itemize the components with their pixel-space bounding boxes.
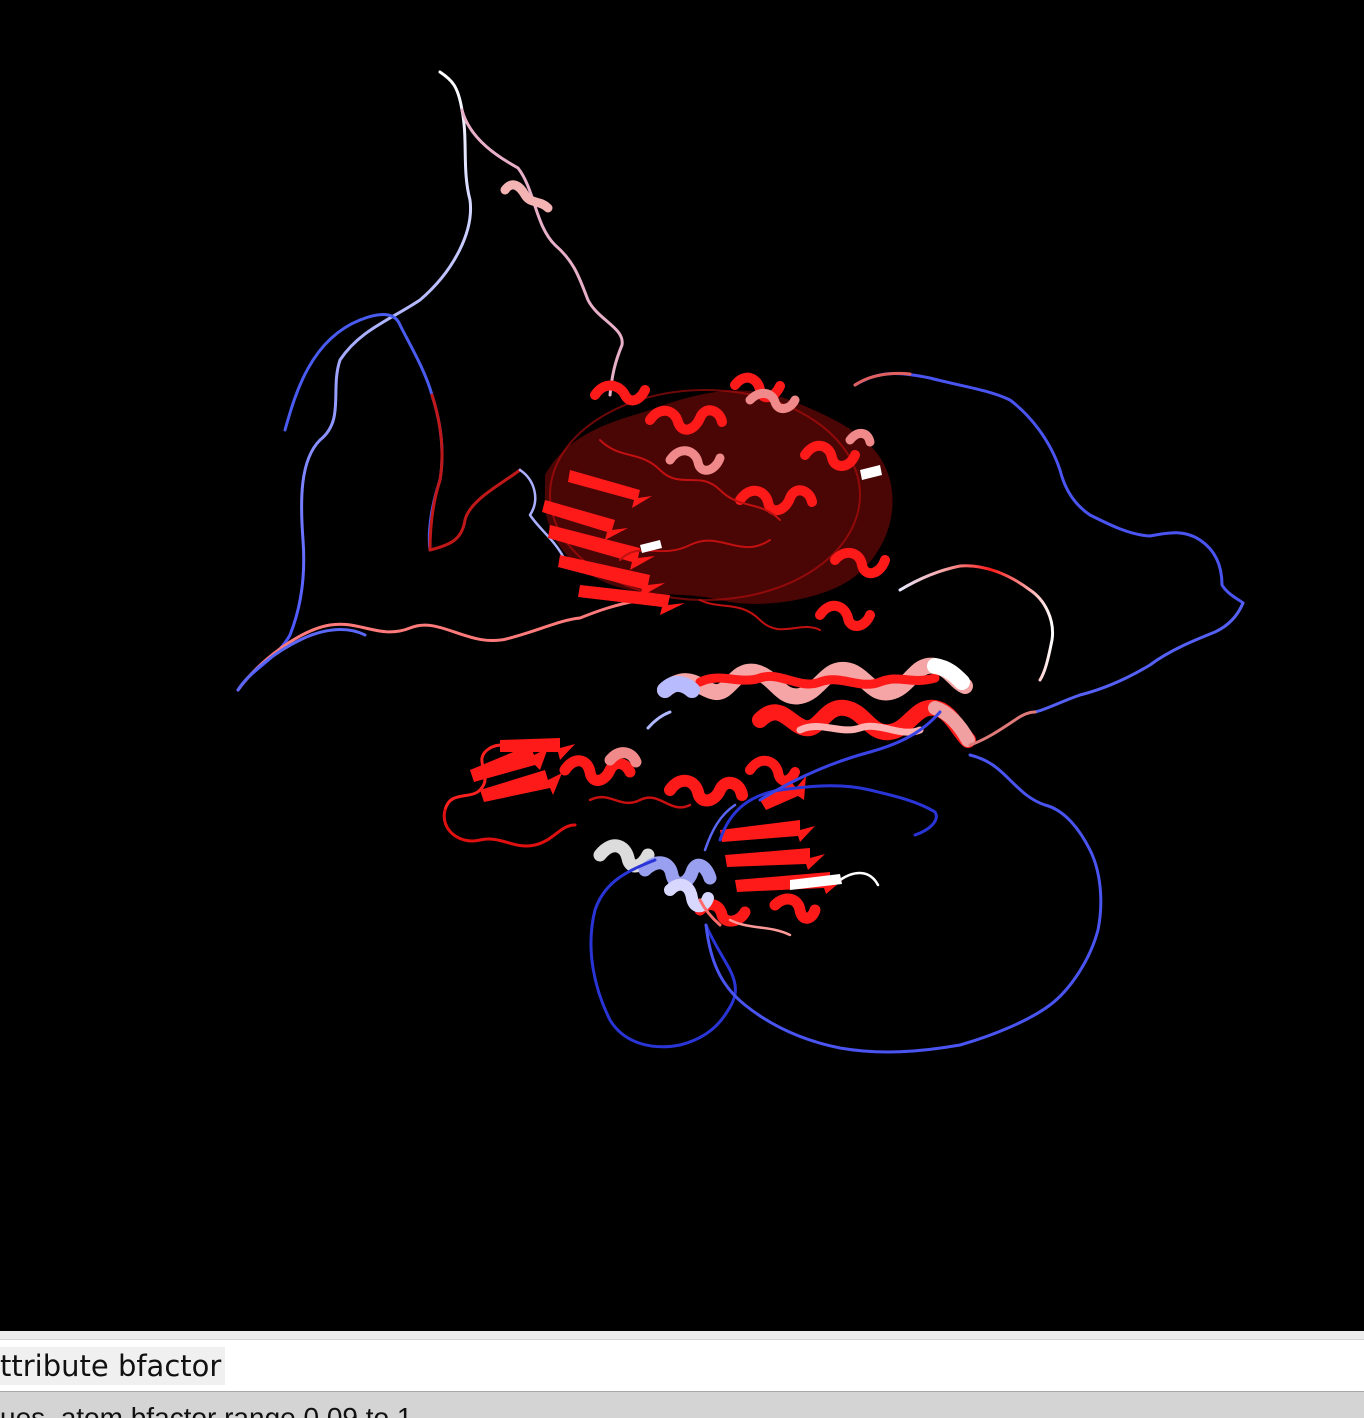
- lower-domain: [442, 738, 880, 937]
- protein-ribbon-structure[interactable]: [0, 0, 1364, 1331]
- central-helix-pair: [646, 657, 1037, 748]
- status-bar: ues, atom bfactor range 0.09 to 1: [0, 1392, 1364, 1418]
- upper-domain: [542, 372, 893, 631]
- status-message: ues, atom bfactor range 0.09 to 1: [0, 1402, 413, 1418]
- upper-helix-turn: [500, 180, 553, 213]
- panel-divider[interactable]: [0, 1331, 1364, 1340]
- lower-blue-loops: [589, 710, 1103, 1054]
- molecular-viewport[interactable]: [0, 0, 1364, 1331]
- command-line-bar[interactable]: ttribute bfactor: [0, 1340, 1364, 1392]
- command-line-input[interactable]: ttribute bfactor: [0, 1347, 226, 1385]
- n-terminal-coil: [236, 70, 642, 692]
- right-loop-upper: [853, 371, 1245, 714]
